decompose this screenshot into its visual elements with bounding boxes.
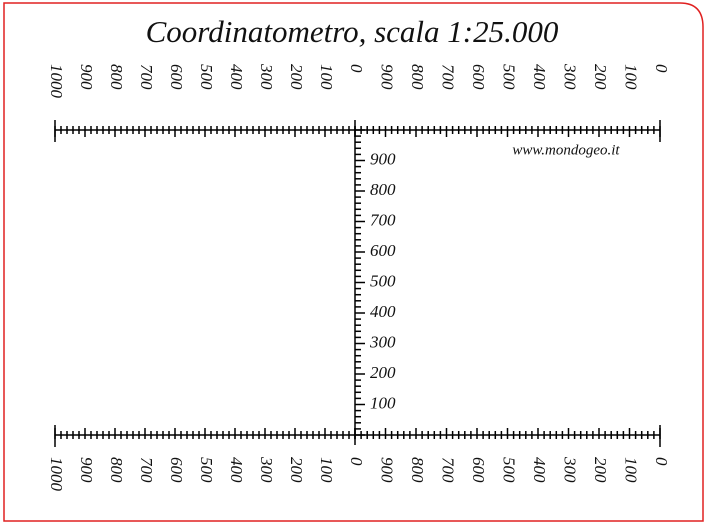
scale-label: 400: [530, 64, 549, 90]
border: [3, 2, 704, 522]
scale-label: 500: [197, 64, 216, 90]
scale-label: 700: [439, 457, 458, 483]
scale-label: 900: [378, 457, 397, 483]
scale-label: 400: [227, 64, 246, 90]
scale-label: 400: [227, 457, 246, 483]
scale-label: 100: [317, 457, 336, 483]
vertical-label: 300: [369, 332, 396, 351]
scale-label: 600: [167, 457, 186, 483]
vertical-label: 500: [370, 271, 396, 290]
vertical-label: 900: [370, 149, 396, 168]
scale-label: 800: [107, 64, 126, 90]
scale-label: 1000: [47, 64, 66, 99]
scale-label: 100: [622, 457, 641, 483]
scale-label: 500: [500, 64, 519, 90]
scale-label: 300: [257, 63, 276, 90]
scale-label: 200: [591, 457, 610, 483]
vertical-label: 600: [370, 241, 396, 260]
scale-label: 200: [287, 64, 306, 90]
title: Coordinatometro, scala 1:25.000: [146, 14, 559, 49]
scale-label: 700: [137, 457, 156, 483]
scale-label: 800: [408, 457, 427, 483]
scale-label: 700: [439, 64, 458, 90]
scale-label: 500: [197, 457, 216, 483]
scale-label: 100: [317, 64, 336, 90]
vertical-label: 400: [370, 302, 396, 321]
scale-label: 300: [257, 456, 276, 483]
vertical-label: 700: [370, 210, 396, 229]
scale-label: 300: [561, 456, 580, 483]
scale-label: 900: [378, 64, 397, 90]
scale-label: 100: [622, 64, 641, 90]
scale-label: 600: [469, 64, 488, 90]
scale-label: 900: [77, 457, 96, 483]
scale-label: 900: [77, 64, 96, 90]
scale-label: 1000: [47, 457, 66, 492]
vertical-label: 800: [370, 180, 396, 199]
scale-label: 500: [500, 457, 519, 483]
scale-label: 300: [561, 63, 580, 90]
scale-label: 200: [591, 64, 610, 90]
website: www.mondogeo.it: [512, 142, 620, 158]
scale-label: 0: [652, 64, 671, 73]
scale-label: 400: [530, 457, 549, 483]
scale-label: 800: [107, 457, 126, 483]
scale-label: 600: [469, 457, 488, 483]
scale-label: 0: [347, 64, 366, 73]
vertical-label: 100: [370, 393, 396, 412]
vertical-label: 200: [370, 363, 396, 382]
scale-label: 200: [287, 457, 306, 483]
scale-label: 600: [167, 64, 186, 90]
scale-label: 0: [347, 457, 366, 466]
scale-label: 700: [137, 64, 156, 90]
scale-label: 800: [408, 64, 427, 90]
scale-label: 0: [652, 457, 671, 466]
